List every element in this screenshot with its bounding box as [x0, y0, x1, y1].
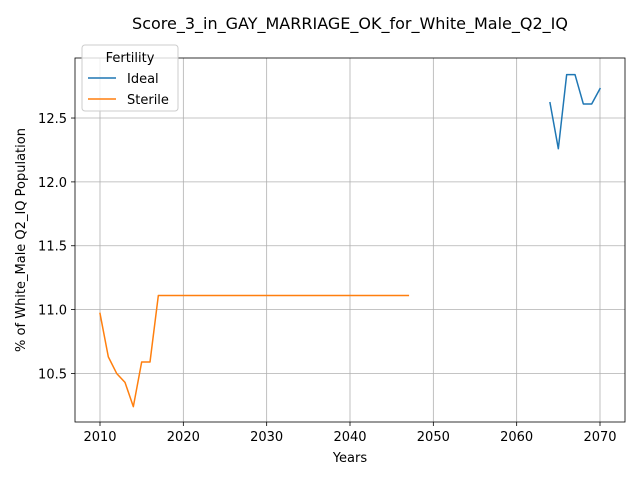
y-tick-label: 12.5	[38, 112, 67, 127]
legend-box	[81, 44, 179, 112]
grid	[75, 58, 625, 422]
legend: Fertility Ideal Sterile	[81, 44, 179, 112]
y-tick-label: 11.0	[38, 304, 67, 319]
legend-label-sterile: Sterile	[127, 93, 169, 108]
x-tick-label: 2010	[83, 430, 116, 445]
series-line-sterile	[99, 294, 410, 408]
y-axis-label: % of White_Male Q2_IQ Population	[14, 128, 29, 352]
axis-ticks: 2010 2020 2030 2040 2050 2060 2070 10.5 11.0 11.5…	[38, 112, 617, 445]
legend-label-ideal: Ideal	[127, 72, 159, 87]
y-tick-label: 11.5	[38, 240, 67, 255]
chart-title: Score_3_in_GAY_MARRIAGE_OK_for_White_Mal…	[132, 14, 568, 34]
x-tick-label: 2050	[417, 430, 450, 445]
y-tick-label: 12.0	[38, 176, 67, 191]
legend-title: Fertility	[106, 51, 155, 66]
x-tick-label: 2020	[167, 430, 200, 445]
series-layer	[99, 73, 602, 408]
x-tick-label: 2070	[583, 430, 616, 445]
series-line-ideal	[549, 73, 602, 150]
x-tick-label: 2040	[333, 430, 366, 445]
x-axis-label: Years	[332, 451, 368, 466]
x-tick-label: 2030	[250, 430, 283, 445]
x-tick-label: 2060	[500, 430, 533, 445]
y-tick-label: 10.5	[38, 367, 67, 382]
